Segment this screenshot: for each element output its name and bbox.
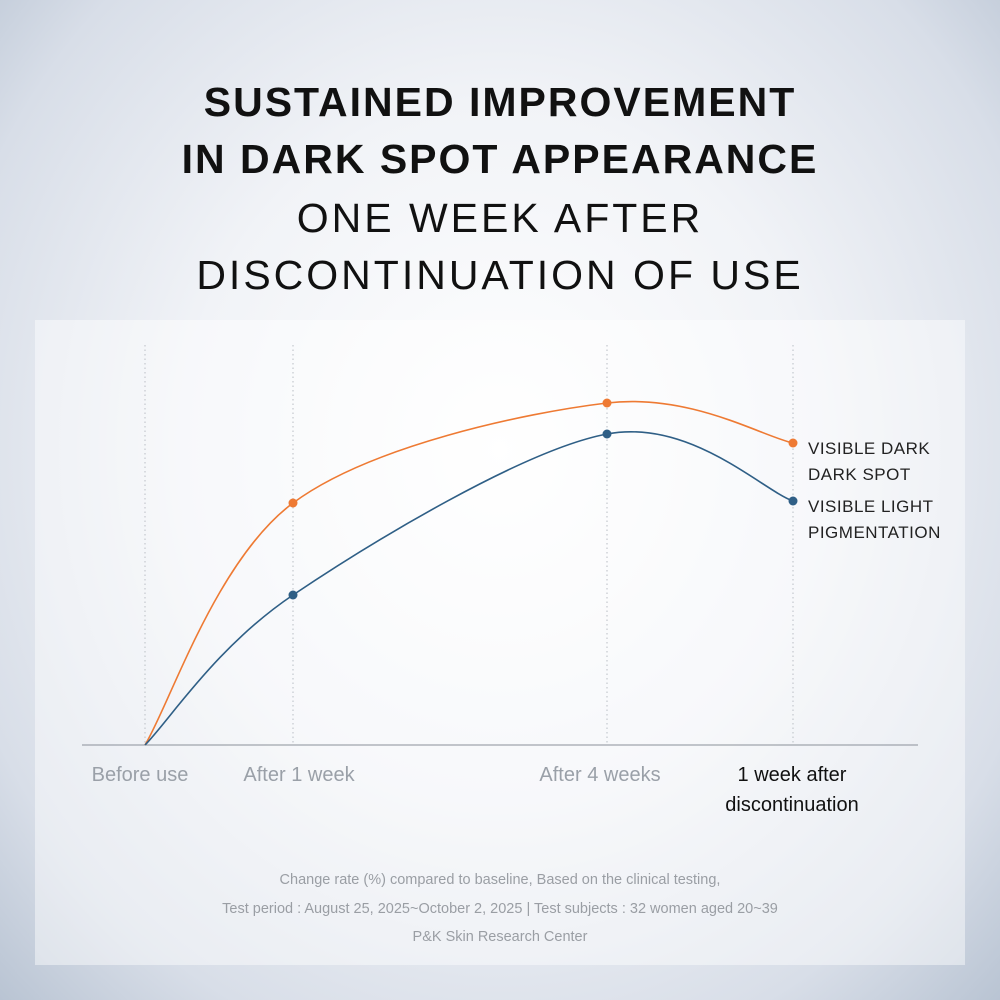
footnote-line: P&K Skin Research Center [412,929,588,945]
x-tick-label: After 1 week [243,764,355,786]
chart-title: SUSTAINED IMPROVEMENT IN DARK SPOT APPEA… [181,79,819,182]
legend-label: VISIBLE DARK DARK SPOT [808,439,931,484]
series-line [144,400,794,746]
x-tick-label: 1 week after discontinuation [725,764,859,816]
data-point [602,429,612,439]
footnotes: Change rate (%) compared to baseline, Ba… [0,866,1000,952]
series-line [144,431,794,746]
x-tick-label: Before use [91,764,189,786]
x-tick-label: After 4 weeks [539,764,661,786]
data-point [788,496,798,506]
chart-panel [35,320,965,965]
footnote-line: Change rate (%) compared to baseline, Ba… [279,872,721,888]
data-point [288,498,298,508]
chart-subtitle: ONE WEEK AFTER DISCONTINUATION OF USE [196,195,804,298]
footnote-line: Test period : August 25, 2025~October 2,… [222,900,778,917]
data-point [602,398,612,408]
data-point [288,590,298,600]
data-point [788,438,798,448]
legend-label: VISIBLE LIGHT PIGMENTATION [808,497,941,542]
